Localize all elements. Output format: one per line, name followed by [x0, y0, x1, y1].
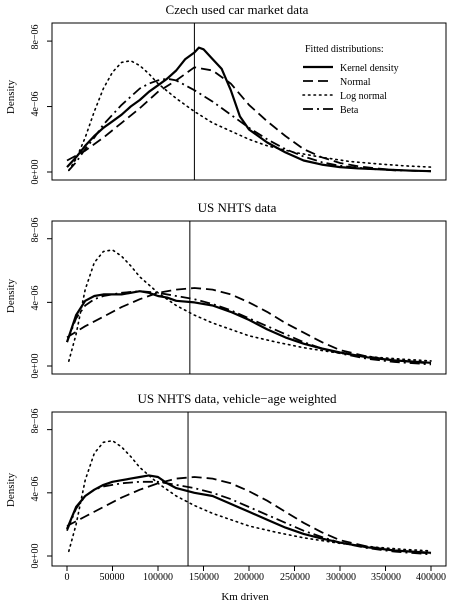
xtick-label-8: 400000 — [416, 572, 446, 583]
panel-2-ytick-label-0: 0e+00 — [30, 353, 41, 378]
xtick-label-6: 300000 — [326, 572, 356, 583]
panel-3-ylabel: Density — [5, 472, 17, 507]
legend-label-kernel: Kernel density — [340, 63, 399, 74]
panel-2-series-log-normal — [68, 249, 432, 362]
panel-1-series-beta — [68, 77, 432, 173]
panel-2-frame — [51, 220, 447, 375]
panel-3-series-log-normal — [68, 439, 432, 553]
xtick-label-7: 350000 — [371, 572, 401, 583]
panel-3-title: US NHTS data, vehicle−age weighted — [137, 391, 337, 406]
panel-3-series-beta — [66, 480, 432, 556]
panel-1-ytick-label-1: 4e−06 — [30, 91, 41, 116]
xtick-label-0: 0 — [65, 572, 70, 583]
panel-3-series-kernel-density — [65, 474, 432, 554]
panel-3-plot-area — [47, 411, 447, 571]
panel-2-plot-area — [47, 220, 447, 375]
panel-1-ytick-label-0: 0e+00 — [30, 159, 41, 184]
panel-2-ytick-label-2: 8e−06 — [30, 217, 41, 242]
xtick-label-5: 250000 — [280, 572, 310, 583]
panel-1-ylabel: Density — [5, 79, 17, 114]
panel-2-series-beta — [66, 290, 432, 366]
xtick-label-2: 100000 — [143, 572, 173, 583]
xtick-label-3: 150000 — [189, 572, 219, 583]
legend-label-normal: Normal — [340, 77, 371, 88]
panel-2-series-normal — [66, 287, 432, 365]
x-axis-label: Km driven — [221, 591, 269, 603]
xtick-label-4: 200000 — [234, 572, 264, 583]
panel-2-title: US NHTS data — [198, 200, 277, 215]
panel-2-series-kernel-density — [65, 290, 432, 364]
panel-1-series-log-normal — [68, 59, 432, 172]
panel-nhts: US NHTS data Density 0e+00 4e−06 8e−06 — [5, 200, 447, 379]
panel-1-plot-area — [47, 22, 447, 181]
panel-3-ytick-label-0: 0e+00 — [30, 543, 41, 568]
panel-3-frame — [51, 411, 447, 567]
panel-1-frame — [51, 22, 447, 181]
panel-czech: Czech used car market data Density 0e+00… — [5, 2, 447, 185]
panel-1-series-kernel-density — [66, 46, 432, 173]
panel-3-ytick-label-1: 4e−06 — [30, 476, 41, 501]
xtick-label-1: 50000 — [100, 572, 125, 583]
panel-1-ytick-label-2: 8e−06 — [30, 24, 41, 49]
panel-2-ylabel: Density — [5, 278, 17, 313]
panel-1-series-normal — [66, 66, 432, 173]
panel-1-title: Czech used car market data — [166, 2, 309, 17]
panel-3-series-normal — [66, 476, 432, 555]
legend-label-beta: Beta — [340, 105, 359, 116]
x-tick-labels: 0 50000 100000 150000 200000 250000 3000… — [65, 572, 447, 583]
legend-label-lognormal: Log normal — [340, 91, 387, 102]
legend-title: Fitted distributions: — [305, 44, 384, 55]
panel-3-ytick-label-2: 8e−06 — [30, 408, 41, 433]
panel-nhts-weighted: US NHTS data, vehicle−age weighted Densi… — [5, 391, 447, 603]
legend: Fitted distributions: Kernel density Nor… — [302, 44, 399, 116]
panel-2-ytick-label-1: 4e−06 — [30, 285, 41, 310]
